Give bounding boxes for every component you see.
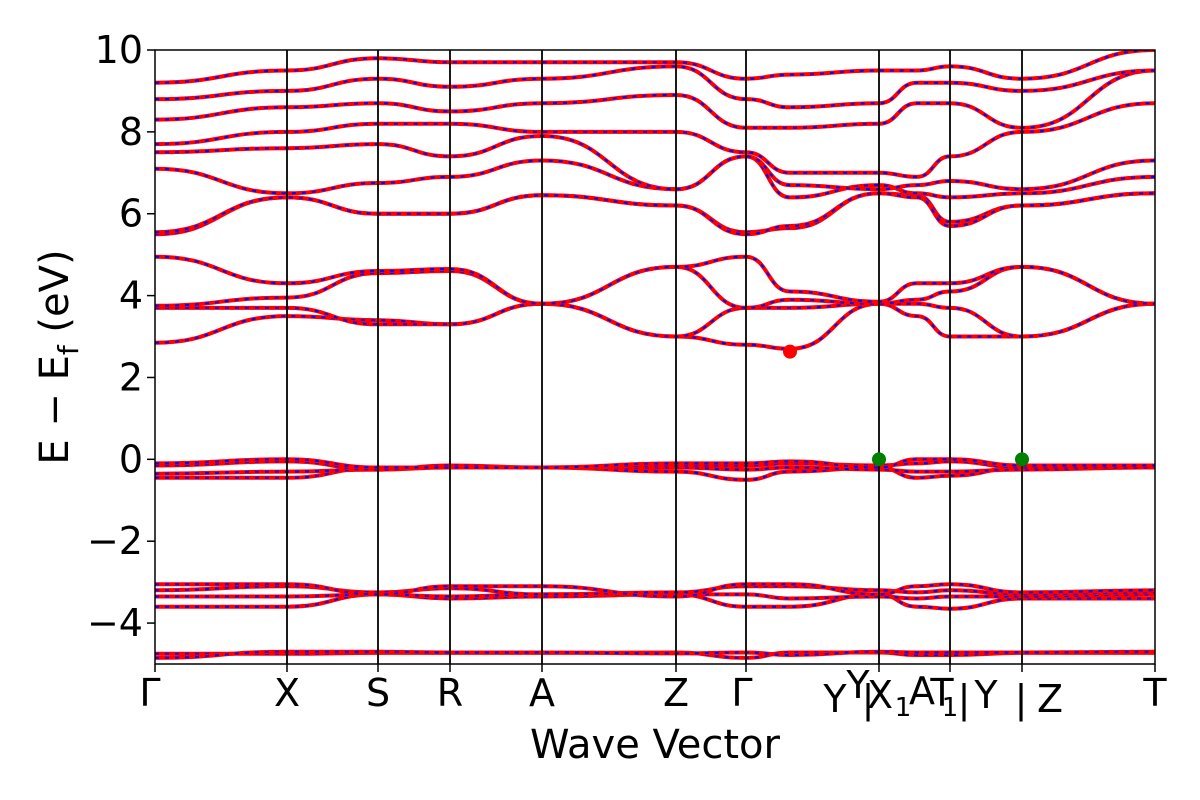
band-line-18 [155, 101, 1155, 179]
cbm-marker-0 [783, 344, 797, 359]
band-line-dashed-15 [155, 192, 1155, 236]
x-tick-label-17: | [1015, 677, 1028, 722]
y-axis-label: E − Ef (eV) [32, 249, 85, 464]
band-line-dashed-1 [155, 650, 1155, 659]
kpoint-divider-lines [286, 50, 1023, 664]
band-line-dashed-21 [155, 50, 1155, 84]
band-line-dashed-11 [155, 302, 1155, 338]
y-tick-label-0: 10 [95, 28, 143, 72]
x-tick-label-11: 1 [895, 693, 912, 723]
x-tick-label-6: Γ [731, 671, 752, 715]
x-tick-label-1: X [274, 671, 300, 715]
band-line-dashed-3 [155, 593, 1155, 600]
x-tick-label-13: 1 [942, 693, 959, 723]
band-line-dashed-0 [155, 651, 1155, 659]
band-line-dashed-4 [155, 585, 1155, 596]
x-axis-ticks: Γ X S R A Z Γ Y Y|X 1A 1T | Y | Z T [139, 663, 1167, 723]
band-line-dashed-12 [155, 265, 1155, 309]
x-tick-label-10: X [867, 673, 893, 717]
band-line-16 [155, 154, 1155, 200]
x-tick-label-5: Z [663, 671, 689, 715]
x-tick-label-15: | [958, 677, 971, 722]
band-line-19 [155, 68, 1155, 130]
band-line-dashed-18 [155, 102, 1155, 178]
x-tick-label-8: Y [845, 663, 870, 707]
x-tick-label-19: T [1142, 671, 1167, 715]
band-line-dashed-9 [155, 458, 1155, 469]
x-tick-label-2: S [366, 671, 390, 715]
x-tick-label-18: Z [1037, 677, 1063, 721]
y-axis-label-sub: f [52, 344, 85, 355]
x-tick-label-12: A [909, 669, 935, 713]
x-tick-label-7: Y [822, 677, 847, 721]
y-tick-label-3: 4 [119, 274, 143, 318]
band-line-20 [155, 64, 1155, 110]
vbm-marker-1 [872, 452, 886, 467]
band-line-17 [155, 133, 1155, 192]
y-tick-label-1: 8 [119, 110, 143, 154]
band-line-dashed-2 [155, 593, 1155, 610]
band-line-dashed-17 [155, 134, 1155, 191]
y-axis-label-main: E − E [32, 355, 78, 465]
bands-layer [155, 50, 1155, 660]
x-tick-label-9: | [862, 677, 875, 722]
x-tick-label-16: Y [973, 673, 998, 717]
x-tick-label-3: R [437, 671, 463, 715]
y-tick-label-5: 0 [119, 437, 143, 481]
plot-frame [154, 49, 1156, 665]
y-axis-ticks: 10 8 6 4 2 0 −2 −4 [87, 28, 155, 645]
extrema-markers [783, 344, 1029, 467]
band-line-dashed-7 [155, 466, 1155, 475]
x-tick-label-4: A [529, 671, 555, 715]
band-line-dashed-10 [155, 302, 1155, 350]
band-line-12 [155, 264, 1155, 310]
x-tick-label-14: T [929, 671, 954, 715]
band-line-dashed-13 [155, 255, 1155, 305]
y-axis-label-unit: (eV) [32, 249, 78, 345]
y-tick-label-6: −2 [87, 519, 143, 563]
band-line-15 [155, 191, 1155, 237]
band-line-11 [155, 301, 1155, 339]
x-axis-label: Wave Vector [530, 722, 781, 768]
band-line-dashed-8 [155, 460, 1155, 471]
x-tick-label-0: Γ [139, 671, 160, 715]
band-line-dashed-20 [155, 65, 1155, 109]
y-tick-label-7: −4 [87, 601, 143, 645]
vbm-marker-2 [1015, 452, 1029, 467]
y-tick-label-4: 2 [119, 355, 143, 399]
y-tick-label-2: 6 [119, 192, 143, 236]
